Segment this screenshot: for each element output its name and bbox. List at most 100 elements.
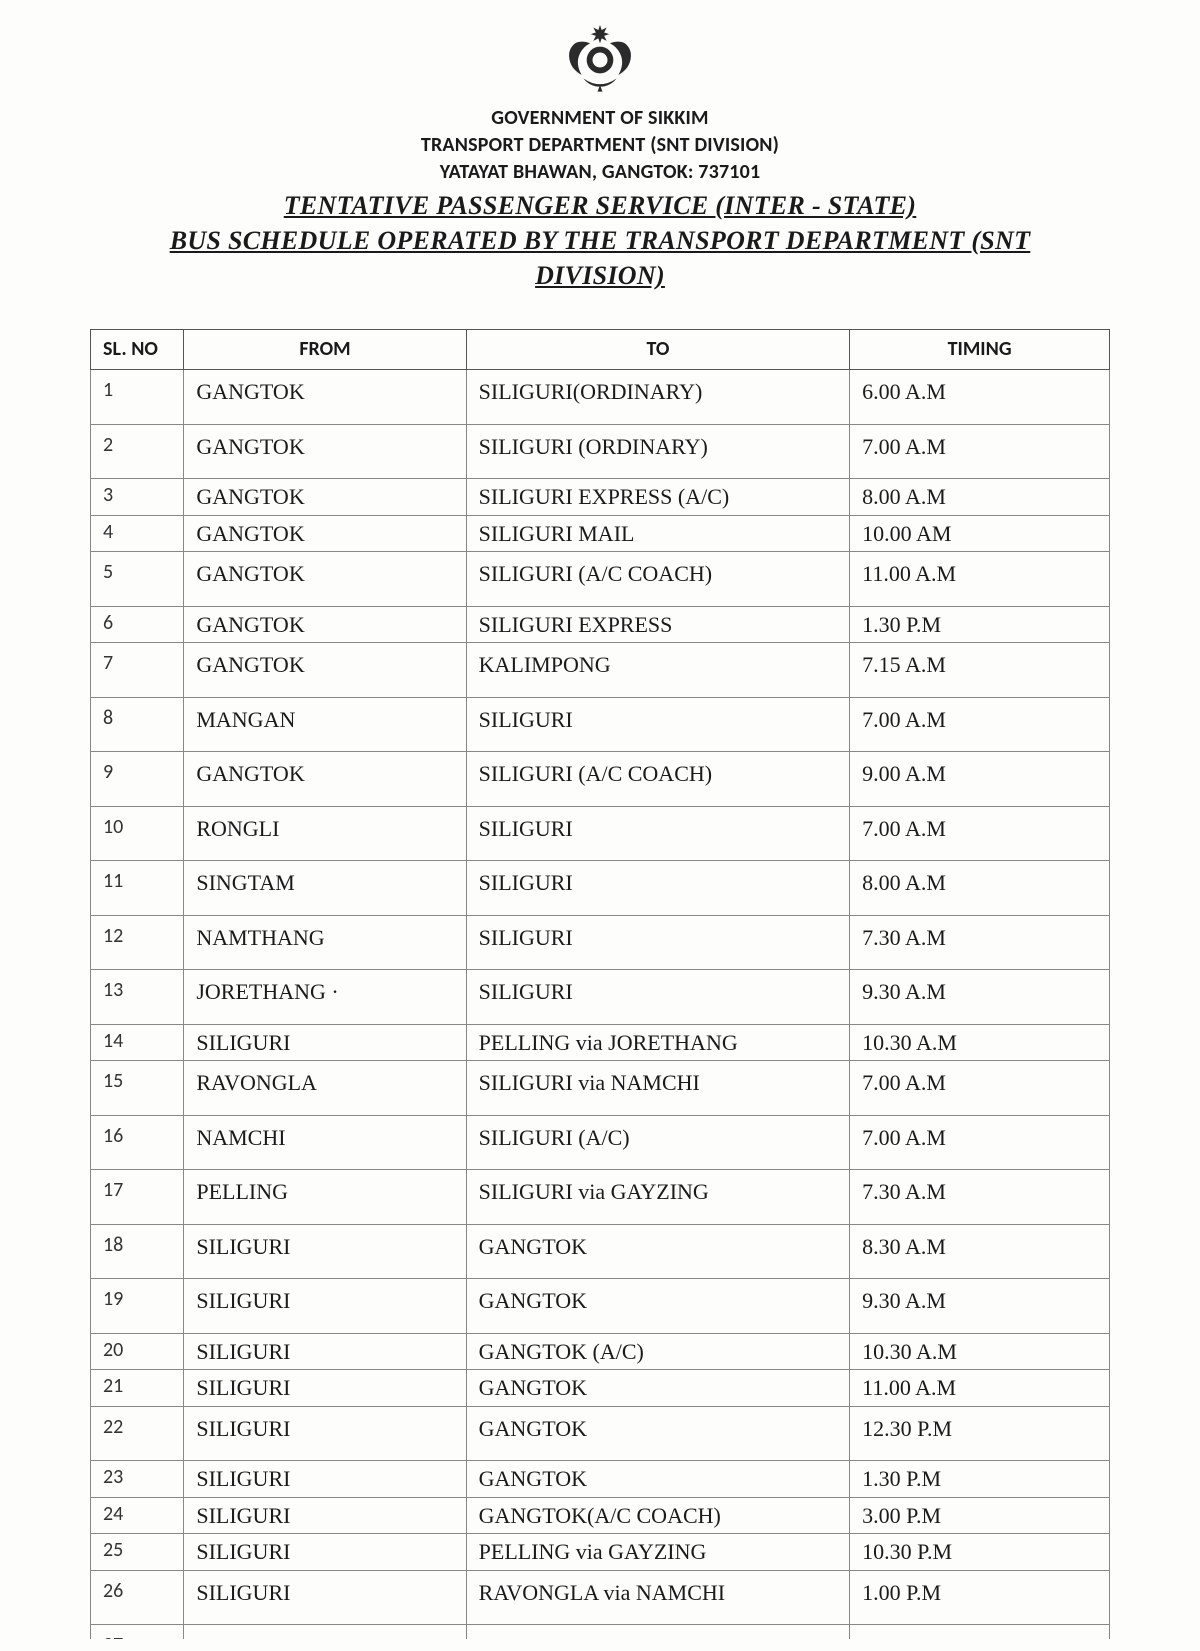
cell-timing: 11.00 A.M (850, 1370, 1110, 1407)
cell-from: PELLING (184, 1170, 466, 1225)
cell-sl: 21 (91, 1370, 184, 1407)
cell-timing: 7.30 A.M (850, 915, 1110, 970)
cell-from: GANGTOK (184, 370, 466, 425)
cell-timing: 7.00 A.M (850, 806, 1110, 861)
cell-sl: 4 (91, 515, 184, 552)
cell-sl: 18 (91, 1224, 184, 1279)
cell-timing: 8.00 A.M (850, 479, 1110, 516)
cell-sl: 11 (91, 861, 184, 916)
table-row: 13JORETHANG ·SILIGURI9.30 A.M (91, 970, 1110, 1025)
table-row: 25SILIGURIPELLING via GAYZING10.30 P.M (91, 1534, 1110, 1571)
cell-to: GANGTOK (466, 1224, 850, 1279)
cell-timing: 8.00 A.M (850, 861, 1110, 916)
table-row: 4GANGTOKSILIGURI MAIL10.00 AM (91, 515, 1110, 552)
cell-from: SILIGURI (184, 1406, 466, 1461)
cell-timing: 1.00 P.M (850, 1570, 1110, 1625)
cell-sl: 16 (91, 1115, 184, 1170)
cell-timing: 10.30 A.M (850, 1024, 1110, 1061)
cell-from: SILIGURI (184, 1024, 466, 1061)
cell-sl: 17 (91, 1170, 184, 1225)
table-row: 6GANGTOKSILIGURI EXPRESS1.30 P.M (91, 606, 1110, 643)
cell-timing: 7.15 A.M (850, 643, 1110, 698)
cell-from: SILIGURI (184, 1370, 466, 1407)
cell-timing: 9.30 A.M (850, 970, 1110, 1025)
title-line-3: DIVISION) (90, 258, 1110, 293)
cell-to: SILIGURI (A/C COACH) (466, 752, 850, 807)
cell-sl: 2 (91, 424, 184, 479)
cell-timing: 6.00 A.M (850, 370, 1110, 425)
cell-sl: 15 (91, 1061, 184, 1116)
cell-to: PELLING via GAYZING (466, 1534, 850, 1571)
cell-sl: 13 (91, 970, 184, 1025)
cell-timing: 9.30 A.M (850, 1279, 1110, 1334)
cell-timing: 7.00 A.M (850, 1061, 1110, 1116)
cell-timing: 1.30 P.M (850, 606, 1110, 643)
cell-timing: 12.30 P.M (850, 1406, 1110, 1461)
cell-to: PELLING via JORETHANG (466, 1024, 850, 1061)
cell-to: GANGTOK (466, 1406, 850, 1461)
col-header-from: FROM (184, 330, 466, 370)
cell-to: SILIGURI (466, 970, 850, 1025)
table-row: 5GANGTOKSILIGURI (A/C COACH)11.00 A.M (91, 552, 1110, 607)
schedule-table: SL. NO FROM TO TIMING 1GANGTOKSILIGURI(O… (90, 329, 1110, 1651)
cell-from: JORETHANG · (184, 970, 466, 1025)
table-row: 3GANGTOKSILIGURI EXPRESS (A/C)8.00 A.M (91, 479, 1110, 516)
cell-timing: 7.00 A.M (850, 697, 1110, 752)
cell-sl: 22 (91, 1406, 184, 1461)
cell-sl: 14 (91, 1024, 184, 1061)
table-row: 8MANGANSILIGURI7.00 A.M (91, 697, 1110, 752)
cell-from: NAMCHI (184, 1115, 466, 1170)
table-row: 10RONGLISILIGURI7.00 A.M (91, 806, 1110, 861)
cell-to: SILIGURI MAIL (466, 515, 850, 552)
cell-sl: 24 (91, 1497, 184, 1534)
cell-from: SINGTAM (184, 861, 466, 916)
cell-to: RAVONGLA via NAMCHI (466, 1570, 850, 1625)
cell-sl: 1 (91, 370, 184, 425)
org-line-1: GOVERNMENT OF SIKKIM (90, 105, 1110, 132)
cell-timing: 9.00 A.M (850, 752, 1110, 807)
cell-from: GANGTOK (184, 479, 466, 516)
table-header: SL. NO FROM TO TIMING (91, 330, 1110, 370)
col-header-timing: TIMING (850, 330, 1110, 370)
cell-to: SILIGURI (A/C) (466, 1115, 850, 1170)
table-row: 23SILIGURIGANGTOK1.30 P.M (91, 1461, 1110, 1498)
table-row: 20SILIGURIGANGTOK (A/C)10.30 A.M (91, 1333, 1110, 1370)
cell-sl: 20 (91, 1333, 184, 1370)
cell-sl: 5 (91, 552, 184, 607)
table-body: 1GANGTOKSILIGURI(ORDINARY)6.00 A.M2GANGT… (91, 370, 1110, 1651)
cell-timing: 10.00 AM (850, 515, 1110, 552)
cell-to: SILIGURI via GAYZING (466, 1170, 850, 1225)
cell-from: GANGTOK (184, 752, 466, 807)
title-line-2: BUS SCHEDULE OPERATED BY THE TRANSPORT D… (90, 223, 1110, 258)
table-row: 2GANGTOKSILIGURI (ORDINARY)7.00 A.M (91, 424, 1110, 479)
document-header: GOVERNMENT OF SIKKIM TRANSPORT DEPARTMEN… (90, 105, 1110, 293)
cell-sl: 3 (91, 479, 184, 516)
page-cutoff (0, 1639, 1200, 1651)
table-row: 7GANGTOKKALIMPONG7.15 A.M (91, 643, 1110, 698)
cell-timing: 7.30 A.M (850, 1170, 1110, 1225)
cell-to: GANGTOK (466, 1461, 850, 1498)
cell-timing: 10.30 P.M (850, 1534, 1110, 1571)
cell-to: GANGTOK (466, 1370, 850, 1407)
cell-timing: 8.30 A.M (850, 1224, 1110, 1279)
cell-from: GANGTOK (184, 643, 466, 698)
cell-sl: 8 (91, 697, 184, 752)
cell-sl: 23 (91, 1461, 184, 1498)
col-header-sl: SL. NO (91, 330, 184, 370)
table-row: 22SILIGURIGANGTOK12.30 P.M (91, 1406, 1110, 1461)
org-line-2: TRANSPORT DEPARTMENT (SNT DIVISION) (90, 132, 1110, 159)
org-line-3: YATAYAT BHAWAN, GANGTOK: 737101 (90, 159, 1110, 186)
cell-from: GANGTOK (184, 552, 466, 607)
table-row: 18SILIGURIGANGTOK8.30 A.M (91, 1224, 1110, 1279)
table-row: 15RAVONGLASILIGURI via NAMCHI7.00 A.M (91, 1061, 1110, 1116)
cell-from: NAMTHANG (184, 915, 466, 970)
cell-from: SILIGURI (184, 1497, 466, 1534)
cell-timing: 3.00 P.M (850, 1497, 1110, 1534)
table-row: 17PELLINGSILIGURI via GAYZING7.30 A.M (91, 1170, 1110, 1225)
cell-from: MANGAN (184, 697, 466, 752)
cell-to: SILIGURI (ORDINARY) (466, 424, 850, 479)
cell-from: SILIGURI (184, 1279, 466, 1334)
cell-from: SILIGURI (184, 1534, 466, 1571)
cell-to: GANGTOK (A/C) (466, 1333, 850, 1370)
table-row: 9GANGTOKSILIGURI (A/C COACH)9.00 A.M (91, 752, 1110, 807)
